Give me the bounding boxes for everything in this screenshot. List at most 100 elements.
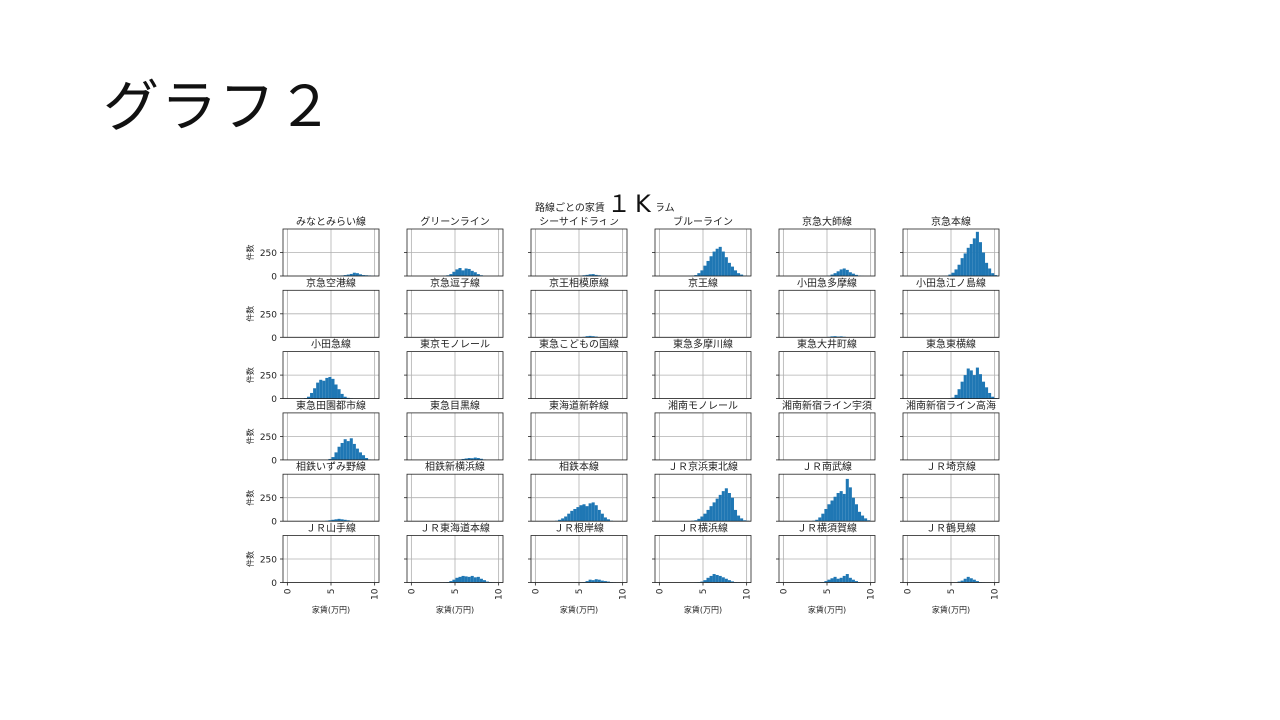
histogram-bar	[313, 388, 317, 399]
histogram-panel: 京王線	[652, 276, 752, 338]
panel-title: 東京モノレール	[420, 338, 490, 351]
histogram-panel: ＪＲ山手線 0 250 件数 0 5 10 家賃(万円)	[245, 522, 381, 615]
histogram-bar	[706, 577, 710, 583]
histogram-bar	[600, 513, 604, 522]
panel-title: ＪＲ京浜東北線	[668, 460, 738, 473]
histogram-bar	[470, 270, 474, 276]
histogram-bar	[352, 272, 356, 276]
histogram-bar	[355, 273, 359, 276]
x-tick-label: 10	[743, 588, 753, 600]
histogram-bar	[833, 576, 837, 583]
histogram-bar	[331, 378, 335, 399]
histogram-bar	[969, 244, 973, 276]
histogram-bar	[721, 251, 725, 276]
panel-title: 相鉄本線	[559, 460, 599, 473]
histogram-bar	[449, 581, 453, 583]
panel-title: ＪＲ山手線	[306, 522, 356, 535]
histogram-bar	[960, 580, 964, 583]
x-tick-label: 0	[283, 588, 293, 594]
histogram-panel: 京急逗子線	[404, 276, 504, 338]
histogram-bar	[957, 264, 961, 276]
panel-title: 東急目黒線	[430, 399, 480, 412]
histogram-panel: ＪＲ横須賀線 0 5 10 家賃(万円)	[776, 522, 877, 615]
histogram-bar	[839, 491, 843, 522]
x-axis-label: 家賃(万円)	[808, 605, 846, 615]
x-tick-label: 10	[619, 588, 629, 600]
histogram-bar	[991, 396, 995, 399]
histogram-panel: 相鉄新横浜線	[404, 460, 504, 522]
histogram-bar	[848, 577, 852, 583]
x-tick-label: 0	[407, 588, 417, 594]
histogram-bar	[467, 268, 471, 276]
histogram-bar	[851, 579, 855, 583]
histogram-bar	[470, 575, 474, 583]
histogram-bar	[694, 520, 698, 522]
slide-title: グラフ２	[103, 75, 335, 140]
histogram-bar	[588, 503, 592, 522]
histogram-bar	[582, 504, 586, 522]
histogram-bar	[966, 247, 970, 276]
histogram-bar	[966, 368, 970, 399]
histogram-bar	[591, 274, 595, 276]
panel-title: 小田急多摩線	[797, 276, 857, 289]
histogram-bar	[325, 377, 329, 399]
histogram-bar	[737, 273, 741, 276]
histogram-bar	[458, 576, 462, 583]
histogram-bar	[848, 487, 852, 522]
y-axis-label: 件数	[245, 306, 255, 322]
histogram-bar	[985, 262, 989, 276]
histogram-panel: 湘南新宿ライン高海	[900, 399, 1000, 461]
x-axis-label: 家賃(万円)	[436, 605, 474, 615]
histogram-bar	[476, 274, 480, 276]
histogram-bar	[867, 520, 871, 522]
histogram-bar	[316, 382, 320, 399]
histogram-bar	[337, 446, 341, 460]
histogram-bar	[836, 271, 840, 276]
histogram-panel: 東急こどもの国線	[528, 338, 628, 400]
histogram-bar	[473, 577, 477, 583]
histogram-bar	[830, 274, 834, 276]
x-tick-label: 0	[779, 588, 789, 594]
histogram-bar	[833, 496, 837, 522]
histogram-bar	[827, 504, 831, 522]
histogram-bar	[476, 576, 480, 583]
histogram-bar	[365, 458, 369, 460]
histogram-bar	[715, 574, 719, 583]
histogram-bar	[836, 578, 840, 583]
histogram-panel: 東急田園都市線 0 250 件数	[245, 399, 380, 466]
histogram-bar	[718, 575, 722, 583]
histogram-bar	[340, 519, 344, 522]
histogram-bar	[709, 506, 713, 522]
histogram-panel: 京王相模原線	[528, 276, 628, 338]
panel-title: 小田急線	[311, 338, 351, 351]
histogram-panel: 京急空港線 0 250 件数	[245, 276, 380, 344]
histogram-panel: 東急東横線	[900, 338, 1000, 400]
histogram-bar	[600, 580, 604, 583]
histogram-bar	[972, 579, 976, 583]
histogram-bar	[969, 370, 973, 399]
histogram-bar	[464, 458, 468, 460]
y-axis-label: 件数	[245, 490, 255, 506]
chart-title: 路線ごとの家賃のヒストグラム	[535, 199, 675, 214]
histogram-bar	[452, 271, 456, 276]
y-tick-label: 0	[271, 395, 277, 405]
y-tick-label: 0	[271, 456, 277, 466]
histogram-bar	[845, 478, 849, 522]
histogram-bar	[697, 273, 701, 276]
histogram-panel: 京急本線	[900, 215, 1000, 277]
histogram-bar	[449, 274, 453, 276]
histogram-bar	[963, 578, 967, 583]
histogram-bar	[594, 505, 598, 522]
histogram-bar	[721, 491, 725, 522]
histogram-bar	[724, 578, 728, 583]
x-axis-label: 家賃(万円)	[312, 605, 350, 615]
histogram-bar	[461, 575, 465, 583]
histogram-panel: ＪＲ根岸線 0 5 10 家賃(万円)	[528, 522, 629, 615]
panel-title: 東急大井町線	[797, 338, 857, 351]
histogram-bar	[461, 458, 465, 460]
histogram-bar	[981, 381, 986, 399]
x-tick-label: 10	[495, 588, 505, 600]
histogram-bar	[328, 458, 332, 460]
histogram-bar	[857, 511, 862, 522]
x-tick-label: 0	[903, 588, 913, 594]
